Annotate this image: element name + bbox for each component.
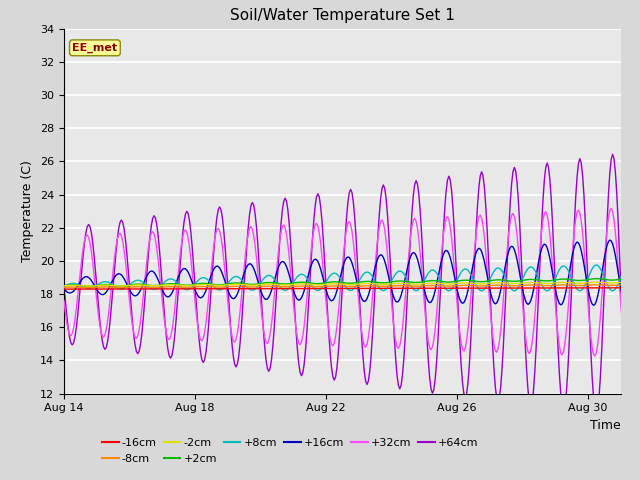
Title: Soil/Water Temperature Set 1: Soil/Water Temperature Set 1 <box>230 9 455 24</box>
Legend: -16cm, -8cm, -2cm, +2cm, +8cm, +16cm, +32cm, +64cm: -16cm, -8cm, -2cm, +2cm, +8cm, +16cm, +3… <box>97 434 483 468</box>
Text: EE_met: EE_met <box>72 43 118 53</box>
X-axis label: Time: Time <box>590 419 621 432</box>
Y-axis label: Temperature (C): Temperature (C) <box>22 160 35 262</box>
